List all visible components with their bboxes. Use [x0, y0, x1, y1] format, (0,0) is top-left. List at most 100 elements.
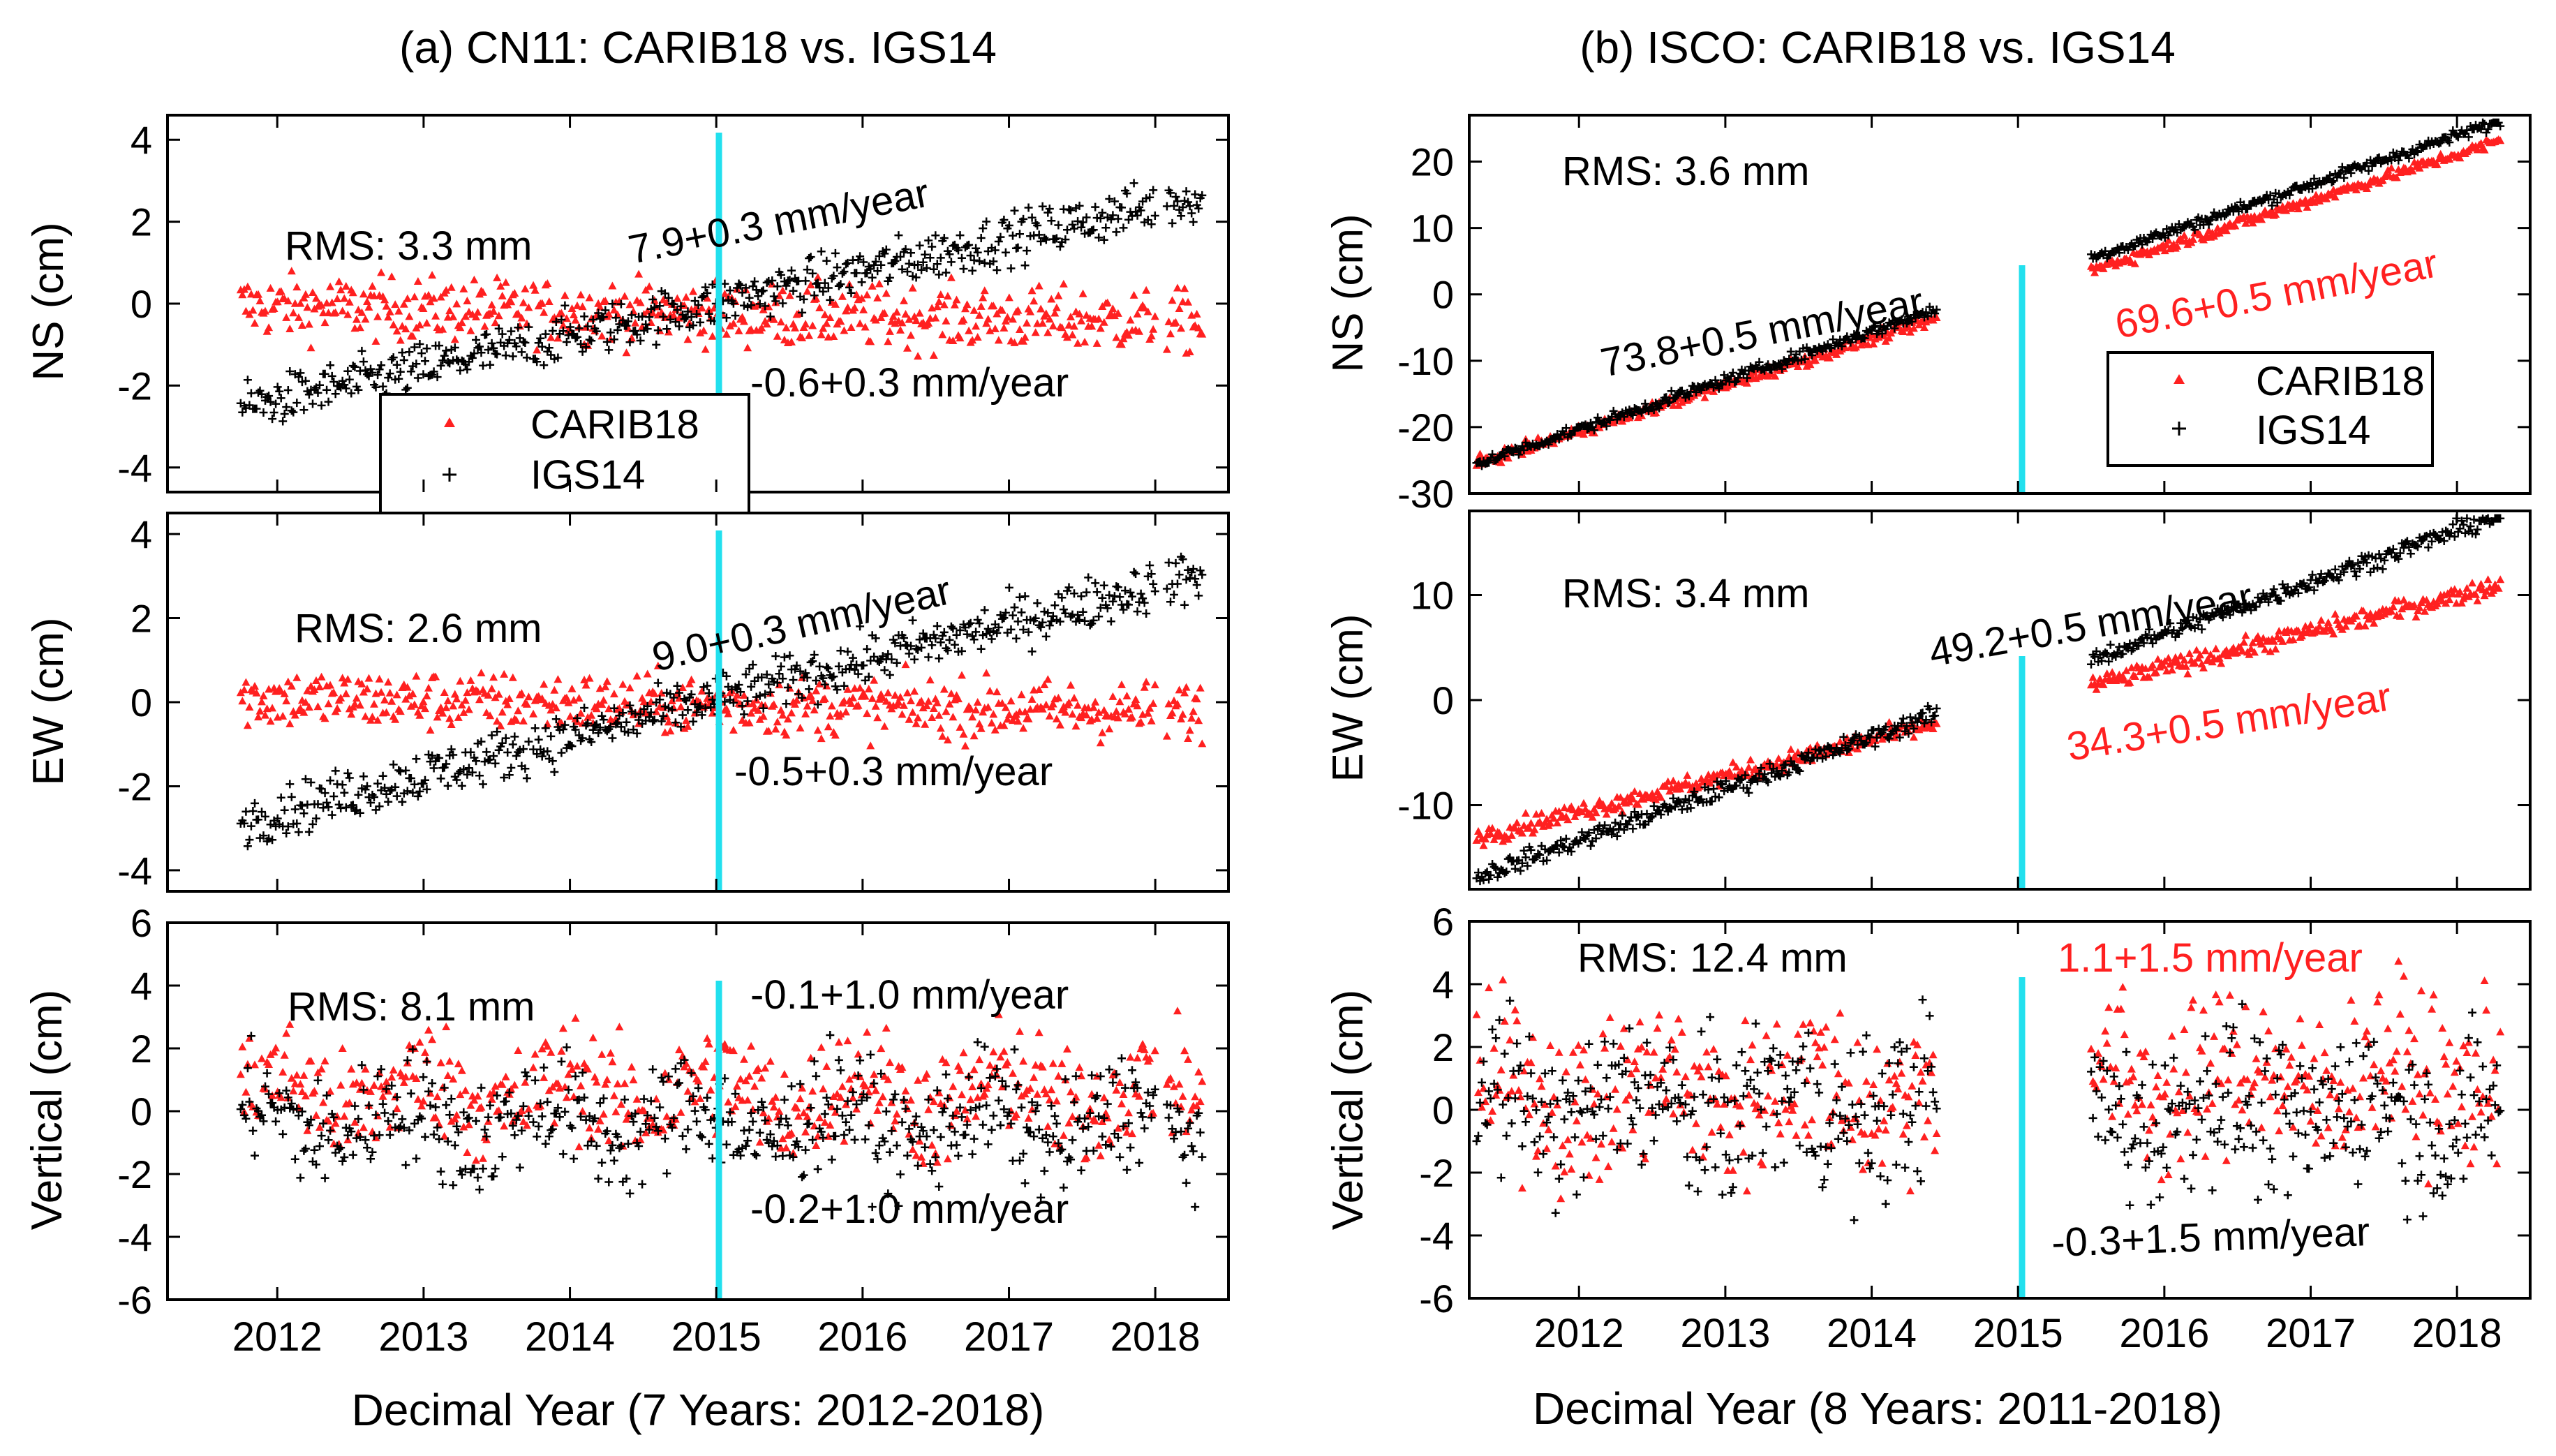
- figure-b-ew-carib18-rate: 34.3+0.5 mm/year: [2064, 674, 2394, 770]
- figure-a-legend-carib18-marker: [444, 417, 455, 427]
- y-tick-label: 0: [1432, 678, 1454, 722]
- x-tick-label: 2015: [671, 1314, 761, 1360]
- y-tick-label: 0: [131, 1090, 152, 1134]
- y-tick-label: -4: [117, 1215, 152, 1259]
- figure-b-vertical-igs14-series: [1472, 995, 2505, 1224]
- figure-b-legend-box: [2107, 351, 2434, 467]
- y-tick-label: -2: [117, 764, 152, 808]
- figure-a: (a) CN11: CARIB18 vs. IGS14 Decimal Year…: [23, 22, 1230, 1435]
- x-tick-label: 2012: [1534, 1311, 1624, 1356]
- y-tick-label: -10: [1397, 339, 1454, 383]
- x-tick-label: 2018: [1110, 1314, 1201, 1360]
- figure-a-vertical-y-axis-label: Vertical (cm): [23, 990, 71, 1230]
- figure-a-ns-y-axis-label: NS (cm): [24, 222, 73, 380]
- y-tick-label: 0: [131, 282, 152, 326]
- figure-a-ew-y-axis-label: EW (cm): [24, 617, 73, 785]
- figure-a-ns-panel: NS (cm) -4 -2 0 2 4 RMS: 3.3 mm 7.9+0.3 mm/y…: [24, 114, 1230, 514]
- figure-b-legend-igs14-label: IGS14: [2256, 408, 2370, 453]
- y-tick-label: -2: [1419, 1151, 1454, 1195]
- figure-a-vertical-frame: [166, 921, 1230, 1301]
- y-tick-label: -10: [1397, 784, 1454, 828]
- figure-a-vertical-igs14-rate: -0.2+1.0 mm/year: [750, 1187, 1069, 1232]
- x-tick-label: 2017: [964, 1314, 1054, 1360]
- figure-b: (b) ISCO: CARIB18 vs. IGS14 Decimal Year…: [1324, 22, 2532, 1434]
- figure-b-legend: CARIB18 IGS14: [2107, 351, 2434, 467]
- figure-a-ns-carib18-rate: -0.6+0.3 mm/year: [750, 360, 1069, 406]
- y-tick-label: 2: [131, 597, 152, 641]
- y-tick-label: 10: [1411, 207, 1454, 251]
- figure-a-ew-frame: [166, 512, 1230, 893]
- figure-b-ns-y-axis-label: NS (cm): [1324, 214, 1372, 372]
- x-tick-label: 2016: [817, 1314, 907, 1360]
- y-tick-label: 4: [131, 964, 152, 1008]
- x-tick-label: 2016: [2119, 1311, 2209, 1356]
- figure-b-ns-carib18-series: [1472, 135, 2505, 469]
- igs14-scatter-points: [236, 1031, 1207, 1212]
- y-tick-label: -6: [117, 1278, 152, 1322]
- y-tick-label: 0: [131, 681, 152, 725]
- igs14-scatter-points: [1472, 514, 2505, 886]
- figure-a-legend-igs14-marker: [443, 468, 456, 482]
- figure-b-ew-carib18-series: [1472, 575, 2505, 849]
- y-tick-label: 0: [1432, 273, 1454, 317]
- figure-b-ns-rms: RMS: 3.6 mm: [1562, 149, 1810, 194]
- figure-b-ew-igs14-series: [1472, 514, 2505, 886]
- figure-b-vertical-y-axis-label: Vertical (cm): [1324, 990, 1372, 1230]
- figure-b-ew-frame: [1468, 510, 2532, 891]
- y-tick-label: -2: [117, 1152, 152, 1196]
- figure-b-vertical-carib18-series: [1472, 957, 2505, 1203]
- figure-b-ns-igs14-series: [1472, 118, 2505, 470]
- figure-a-title: (a) CN11: CARIB18 vs. IGS14: [399, 22, 997, 73]
- carib18-scatter-points: [1472, 957, 2505, 1203]
- carib18-scatter-points: [1472, 135, 2505, 469]
- figure-b-vertical-panel: Vertical (cm) -6 -4 -2 0 2 4 6 RMS: 12.4 mm 1.…: [1324, 900, 2532, 1321]
- x-tick-label: 2018: [2412, 1311, 2502, 1356]
- igs14-scatter-points: [1472, 118, 2505, 470]
- figure-a-ew-rms: RMS: 2.6 mm: [295, 606, 542, 651]
- x-tick-label: 2013: [378, 1314, 468, 1360]
- carib18-scatter-points: [1472, 575, 2505, 849]
- figure-a-ew-igs14-series: [236, 552, 1207, 851]
- y-tick-label: -2: [117, 364, 152, 408]
- figure-b-legend-carib18-label: CARIB18: [2256, 359, 2425, 404]
- igs14-scatter-points: [236, 552, 1207, 851]
- figure-b-ns-y-ticks: -30 -20 -10 0 10 20: [1397, 140, 2530, 516]
- figure-b-legend-igs14-marker: [2172, 422, 2186, 436]
- x-tick-label: 2013: [1680, 1311, 1770, 1356]
- figure-b-x-ticks: 2012 2013 2014 2015 2016 2017 2018: [1534, 115, 2502, 1356]
- y-tick-label: 10: [1411, 573, 1454, 617]
- figure-a-ew-igs14-rate: 9.0+0.3 mm/year: [648, 567, 955, 681]
- figure-a-ew-y-ticks: -4 -2 0 2 4: [117, 512, 1228, 893]
- figure-a-ns-igs14-series: [236, 179, 1207, 426]
- x-tick-label: 2014: [1827, 1311, 1917, 1356]
- figure-a-x-axis-label: Decimal Year (7 Years: 2012-2018): [352, 1385, 1045, 1435]
- figure-a-ns-y-ticks: -4 -2 0 2 4: [117, 118, 1228, 490]
- y-tick-label: -6: [1419, 1277, 1454, 1321]
- y-tick-label: -20: [1397, 406, 1454, 450]
- y-tick-label: 6: [1432, 900, 1454, 944]
- y-tick-label: -4: [117, 849, 152, 893]
- figure-a-x-ticks: 2012 2013 2014 2015 2016 2017 2018: [232, 115, 1201, 1360]
- figure-a-legend-carib18-label: CARIB18: [530, 402, 699, 447]
- figure-b-x-axis-label: Decimal Year (8 Years: 2011-2018): [1533, 1383, 2222, 1434]
- figure-a-vertical-carib18-rate: -0.1+1.0 mm/year: [750, 972, 1069, 1018]
- x-tick-label: 2014: [525, 1314, 615, 1360]
- figure-a-legend-igs14-label: IGS14: [530, 452, 645, 498]
- figure-b-ns-carib18-rate: 69.6+0.5 mm/year: [2111, 240, 2442, 347]
- y-tick-label: 4: [1432, 963, 1454, 1006]
- figure-a-vertical-igs14-series: [236, 1031, 1207, 1212]
- figure-b-ew-y-ticks: -10 0 10: [1397, 573, 2530, 828]
- figure-b-ns-frame: [1468, 114, 2532, 495]
- y-tick-label: 6: [131, 901, 152, 945]
- figure-b-legend-carib18-marker: [2174, 374, 2185, 384]
- y-tick-label: -4: [117, 446, 152, 490]
- igs14-scatter-points: [1472, 995, 2505, 1224]
- x-tick-label: 2015: [1973, 1311, 2063, 1356]
- figure-b-vertical-y-ticks: -6 -4 -2 0 2 4 6: [1419, 900, 2530, 1321]
- figure-b-vertical-carib18-rate: 1.1+1.5 mm/year: [2058, 935, 2363, 981]
- figure-a-vertical-rms: RMS: 8.1 mm: [288, 984, 535, 1030]
- y-tick-label: 20: [1411, 140, 1454, 184]
- x-tick-label: 2017: [2266, 1311, 2356, 1356]
- figure-a-ns-igs14-rate: 7.9+0.3 mm/year: [625, 170, 933, 273]
- figure-b-ew-rms: RMS: 3.4 mm: [1562, 571, 1810, 616]
